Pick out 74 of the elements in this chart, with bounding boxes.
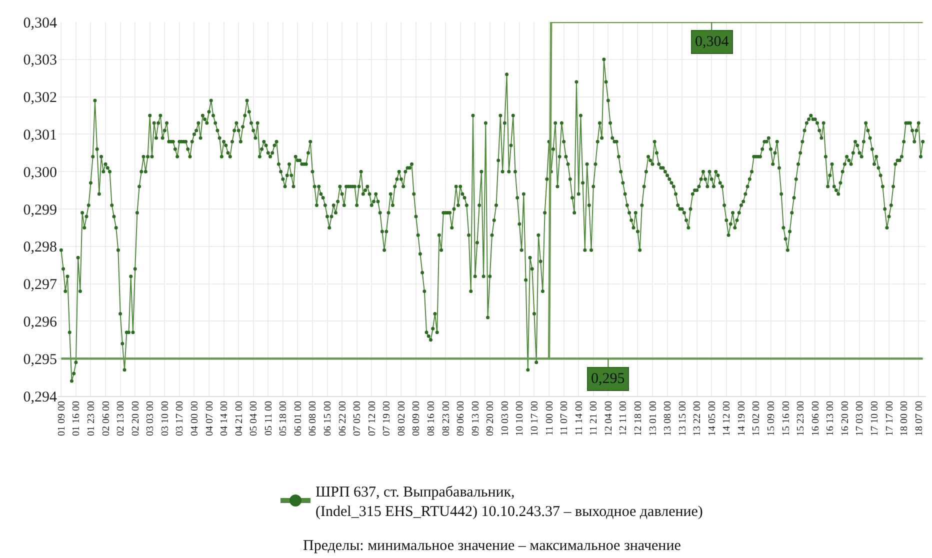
x-tick-label: 09 20 00 <box>485 401 496 436</box>
x-tick-label: 14 12 00 <box>722 401 733 436</box>
x-tick-label: 11 14 00 <box>574 401 585 436</box>
y-tick-label: 0,300 <box>23 164 57 181</box>
x-tick-label: 15 02 00 <box>751 401 762 436</box>
x-tick-label: 01 23 00 <box>86 401 97 436</box>
y-tick-label: 0,299 <box>23 202 57 218</box>
x-tick-label: 13 08 00 <box>662 401 674 436</box>
x-tick-label: 18 00 00 <box>899 401 910 436</box>
x-tick-label: 05 04 00 <box>248 401 260 436</box>
x-tick-label: 09 13 00 <box>470 401 482 436</box>
x-tick-label: 08 02 00 <box>396 401 408 436</box>
x-tick-label: 17 03 00 <box>854 401 866 436</box>
y-tick-label: 0,295 <box>23 352 57 368</box>
x-tick-label: 03 03 00 <box>145 401 156 436</box>
x-tick-label: 15 23 00 <box>796 401 807 436</box>
x-tick-label: 15 16 00 <box>780 401 792 436</box>
x-tick-label: 04 21 00 <box>234 401 245 436</box>
x-tick-label: 03 17 00 <box>174 401 186 436</box>
x-tick-label: 02 06 00 <box>100 401 112 436</box>
annotation: 0,304 <box>695 34 730 50</box>
x-tick-label: 12 18 00 <box>632 401 644 436</box>
x-tick-label: 04 07 00 <box>204 401 216 436</box>
x-tick-label: 01 16 00 <box>71 401 82 436</box>
x-tick-label: 01 09 00 <box>56 401 68 436</box>
x-tick-label: 18 07 00 <box>914 401 925 436</box>
x-tick-label: 16 06 00 <box>810 401 822 436</box>
x-tick-label: 16 20 00 <box>840 401 851 436</box>
x-tick-label: 07 12 00 <box>366 401 378 436</box>
x-tick-label: 17 10 00 <box>870 401 881 436</box>
x-tick-label: 15 09 00 <box>766 401 778 436</box>
y-tick-label: 0,303 <box>23 52 57 69</box>
x-tick-label: 07 19 00 <box>382 401 393 436</box>
y-tick-label: 0,296 <box>23 314 58 330</box>
annotation: 0,295 <box>591 371 625 387</box>
x-tick-label: 17 17 00 <box>884 401 896 436</box>
y-tick-label: 0,294 <box>23 389 58 406</box>
y-tick-label: 0,297 <box>23 277 58 294</box>
x-tick-label: 10 10 00 <box>514 401 526 436</box>
text: Пределы: минимальное значение – максимальное значение <box>303 538 682 554</box>
x-tick-label: 06 08 00 <box>308 401 319 436</box>
x-tick-label: 12 11 00 <box>618 401 630 436</box>
x-tick-label: 09 06 00 <box>456 401 467 436</box>
y-tick-label: 0,304 <box>23 15 58 32</box>
x-tick-label: 02 13 00 <box>116 401 127 436</box>
x-tick-label: 10 17 00 <box>529 401 540 436</box>
x-tick-label: 08 09 00 <box>411 401 422 436</box>
x-tick-label: 04 14 00 <box>219 401 230 436</box>
x-tick-label: 06 15 00 <box>322 401 334 436</box>
x-tick-label: 14 19 00 <box>736 401 748 436</box>
x-tick-label: 05 18 00 <box>278 401 290 436</box>
x-tick-label: 13 22 00 <box>692 401 704 436</box>
x-tick-label: 12 04 00 <box>603 401 614 436</box>
x-tick-label: 13 15 00 <box>677 401 688 436</box>
y-tick-label: 0,298 <box>23 240 57 256</box>
x-tick-label: 08 16 00 <box>426 401 437 436</box>
x-tick-label: 16 13 00 <box>825 401 836 436</box>
x-tick-label: 07 05 00 <box>352 401 364 436</box>
y-tick-label: 0,302 <box>23 90 57 106</box>
x-tick-label: 03 10 00 <box>160 401 171 436</box>
x-tick-label: 06 22 00 <box>337 401 348 436</box>
legend-label: ШРП 637, ст. Выпрабавальник, (Indel_315 EHS_RTU442) 10.10.243.37 – выходное давление) <box>316 484 703 520</box>
x-tick-label: 11 21 00 <box>588 401 600 436</box>
x-tick-label: 11 07 00 <box>559 401 570 436</box>
x-tick-label: 10 03 00 <box>500 401 511 436</box>
x-tick-label: 06 01 00 <box>292 401 304 436</box>
x-tick-label: 05 11 00 <box>263 401 274 436</box>
x-tick-label: 14 05 00 <box>706 401 718 436</box>
x-tick-label: 02 20 00 <box>130 401 142 436</box>
x-tick-label: 11 00 00 <box>544 401 556 436</box>
x-tick-label: 04 00 00 <box>189 401 200 436</box>
x-tick-label: 08 23 00 <box>440 401 452 436</box>
y-tick-label: 0,301 <box>23 127 57 144</box>
x-tick-label: 13 01 00 <box>648 401 659 436</box>
